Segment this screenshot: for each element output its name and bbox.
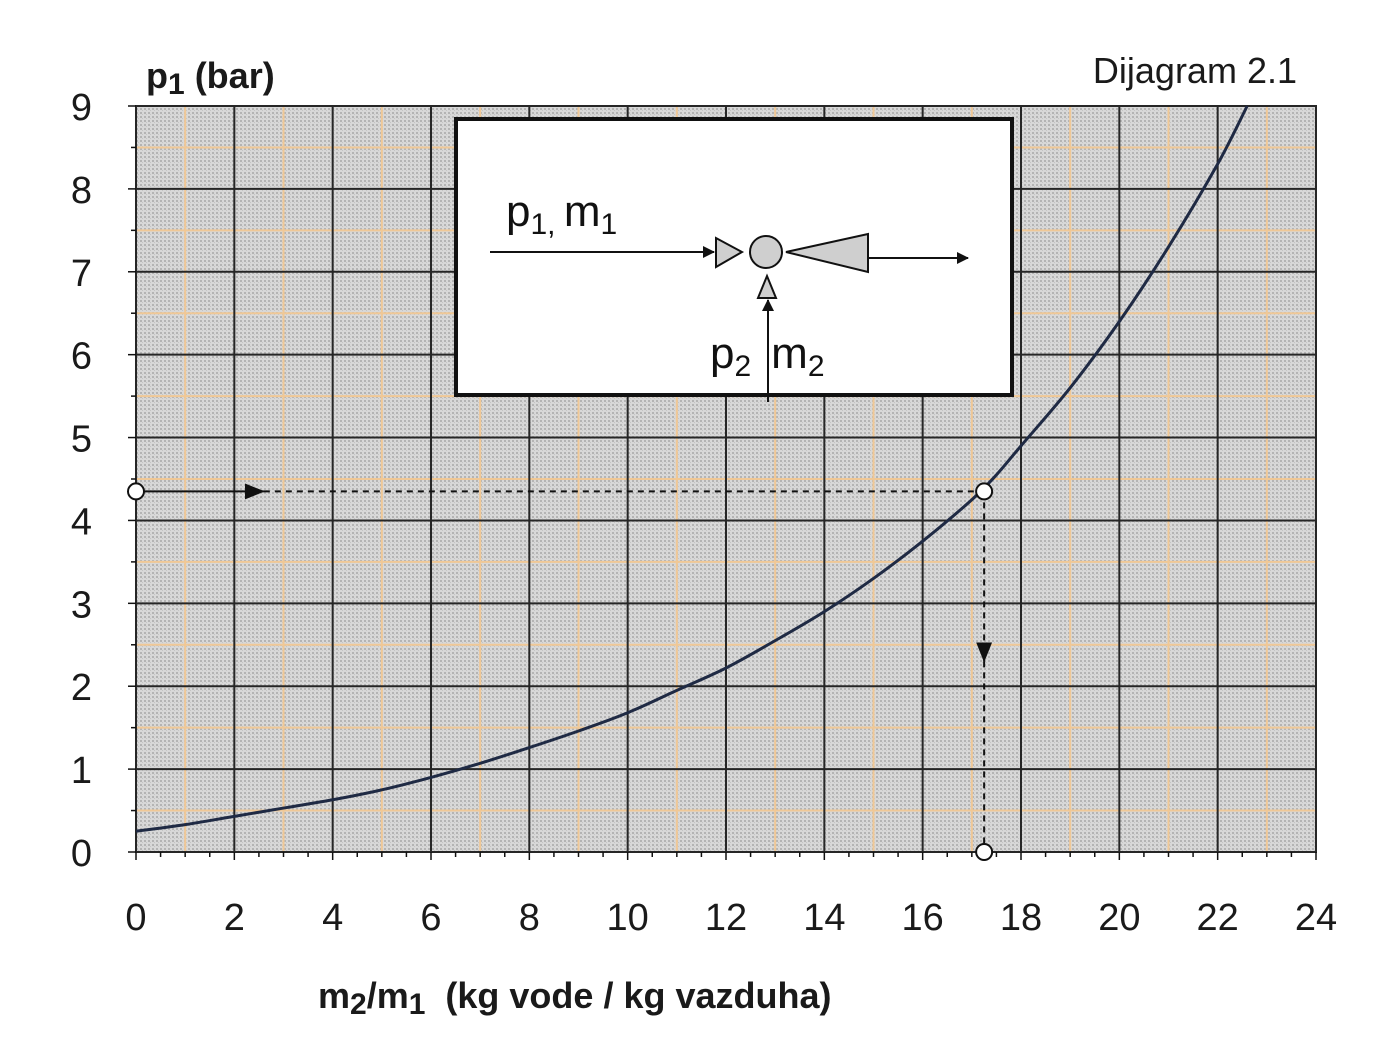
- diagram-title: Dijagram 2.1: [1093, 50, 1297, 91]
- x-tick-label: 16: [902, 897, 944, 939]
- y-axis-title-main: p: [146, 55, 168, 96]
- x-tick-label: 8: [519, 897, 540, 939]
- inset-m2-sub: 2: [808, 350, 825, 383]
- example-reading: [136, 483, 993, 852]
- x-axis-title-slash: /m: [367, 975, 409, 1016]
- inset-label-p1-m1: p1, m1: [506, 187, 617, 241]
- y-tick-label: 0: [71, 833, 92, 875]
- inset-p2-main: p: [710, 329, 734, 378]
- x-tick-label: 2: [224, 897, 245, 939]
- x-axis-title-sub2: 1: [409, 988, 426, 1021]
- inset-diffuser-icon: [785, 232, 869, 274]
- x-tick-label: 22: [1197, 897, 1239, 939]
- inset-p1-main: p: [506, 187, 530, 236]
- ejector-inset-diagram: p1, m1 p2 m2: [454, 117, 1014, 402]
- x-tick-label: 0: [125, 897, 146, 939]
- y-tick-label: 1: [71, 750, 92, 792]
- inset-label-p2-m2: p2 m2: [710, 329, 825, 383]
- inset-p1-sub: 1,: [530, 208, 563, 241]
- y-tick-label: 6: [71, 336, 92, 378]
- y-tick-label: 2: [71, 667, 92, 709]
- x-tick-label: 14: [803, 897, 845, 939]
- inset-nozzle-icon: [715, 236, 745, 269]
- x-tick-label: 18: [1000, 897, 1042, 939]
- y-tick-label: 8: [71, 170, 92, 212]
- x-tick-label: 4: [322, 897, 343, 939]
- x-tick-label: 10: [607, 897, 649, 939]
- axis-ticks: [128, 105, 1317, 860]
- y-tick-label: 4: [71, 501, 92, 543]
- y-tick-label: 3: [71, 584, 92, 626]
- inset-p2-sub: 2: [734, 350, 751, 383]
- example-start-point: [127, 482, 145, 501]
- y-tick-labels: 0 1 2 3 4 5 6 7 8 9: [71, 87, 92, 875]
- inset-m1-sub: 1: [601, 208, 618, 241]
- y-tick-label: 7: [71, 253, 92, 295]
- y-tick-label: 9: [71, 87, 92, 129]
- y-tick-label: 5: [71, 419, 92, 461]
- inset-m2-main: m: [771, 329, 808, 378]
- x-tick-label: 24: [1295, 897, 1337, 939]
- inset-suction-nozzle-icon: [756, 273, 778, 299]
- inset-m1-main: m: [564, 187, 601, 236]
- x-tick-label: 12: [705, 897, 747, 939]
- y-axis-title-rest: (bar): [185, 55, 275, 96]
- x-axis-title: m2/m1 (kg vode / kg vazduha): [318, 975, 831, 1021]
- inset-mixing-chamber-icon: [749, 235, 783, 269]
- x-axis-title-rest: (kg vode / kg vazduha): [425, 975, 831, 1016]
- x-tick-labels: 0 2 4 6 8 10 12 14 16 18 20 22 24: [125, 897, 1337, 939]
- example-markers: [127, 482, 994, 861]
- example-curve-point: [975, 482, 994, 501]
- y-axis-title-sub: 1: [168, 68, 185, 101]
- example-end-point: [975, 843, 994, 861]
- x-tick-label: 6: [420, 897, 441, 939]
- x-axis-title-m: m: [318, 975, 350, 1016]
- x-tick-label: 20: [1098, 897, 1140, 939]
- pressure-curve-series: [135, 105, 1249, 833]
- x-axis-title-sub1: 2: [350, 988, 367, 1021]
- y-axis-title: p1 (bar): [146, 55, 275, 101]
